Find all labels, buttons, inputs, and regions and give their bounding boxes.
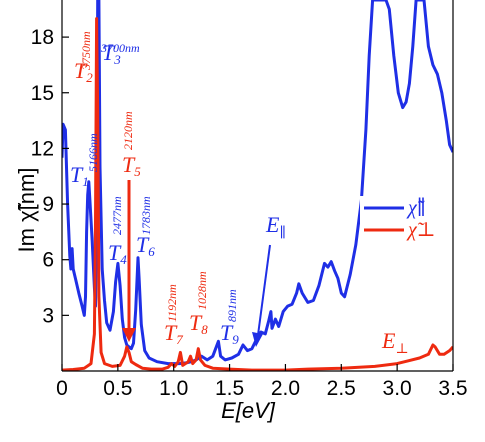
x-tick-label-2: 1.0 bbox=[159, 377, 188, 400]
x-tick-label-5: 2.5 bbox=[327, 377, 356, 400]
t6-label: 1783nm T6 bbox=[136, 196, 155, 259]
svg-text:E⊥: E⊥ bbox=[381, 328, 409, 357]
ticks-layer: 0 0.5 1.0 1.5 2.0 2.5 3.0 3.5 3 6 9 12 15 18 bbox=[31, 26, 468, 400]
y-tick-label-0: 3 bbox=[42, 304, 54, 327]
svg-text:T9: T9 bbox=[220, 320, 239, 347]
transition-labels: T1 5166nm T2 3750nm 3700nm T3 2477nm T4 … bbox=[70, 31, 409, 357]
e-perp-label: E⊥ bbox=[381, 328, 409, 357]
y-tick-label-3: 12 bbox=[31, 137, 54, 160]
t5-arrowhead bbox=[122, 328, 136, 342]
svg-text:3700nm: 3700nm bbox=[100, 41, 140, 55]
t3-label: 3700nm T3 bbox=[100, 40, 140, 67]
x-tick-label-7: 3.5 bbox=[438, 377, 467, 400]
x-tick-label-1: 0.5 bbox=[103, 377, 132, 400]
e-parallel-arrow bbox=[257, 244, 271, 336]
svg-text:T1: T1 bbox=[70, 162, 89, 189]
t2-label: T2 3750nm bbox=[74, 31, 93, 85]
legend-background bbox=[360, 196, 450, 246]
x-tick-label-4: 2.0 bbox=[271, 377, 300, 400]
legend-label-parallel: χ̃∥ bbox=[406, 197, 426, 219]
svg-text:T8: T8 bbox=[189, 310, 208, 337]
svg-text:2120nm: 2120nm bbox=[121, 111, 135, 150]
svg-text:2477nm: 2477nm bbox=[110, 196, 124, 235]
svg-text:3750nm: 3750nm bbox=[79, 31, 93, 71]
t8-label: 1028nm T8 bbox=[189, 271, 209, 337]
series-layer bbox=[62, 0, 453, 371]
svg-text:1783nm: 1783nm bbox=[139, 196, 153, 235]
x-tick-label-3: 1.5 bbox=[215, 377, 244, 400]
svg-text:5166nm: 5166nm bbox=[86, 133, 100, 172]
svg-text:T7: T7 bbox=[164, 320, 183, 347]
series-line-1 bbox=[62, 17, 453, 371]
y-axis-title: Im χ̃[nm] bbox=[14, 168, 39, 253]
svg-text:891nm: 891nm bbox=[225, 289, 239, 322]
legend: χ̃∥ χ̃⊥ bbox=[360, 196, 450, 246]
e-parallel-label: E∥ bbox=[265, 212, 286, 241]
axes bbox=[61, 0, 454, 372]
svg-text:T6: T6 bbox=[136, 232, 155, 259]
y-tick-label-2: 9 bbox=[42, 193, 54, 216]
svg-text:T4: T4 bbox=[108, 240, 127, 267]
svg-text:T5: T5 bbox=[122, 152, 141, 179]
x-tick-label-0: 0 bbox=[56, 377, 68, 400]
svg-text:1192nm: 1192nm bbox=[165, 284, 179, 322]
svg-text:1028nm: 1028nm bbox=[195, 271, 209, 310]
legend-label-perp: χ̃⊥ bbox=[406, 219, 436, 241]
y-tick-label-5: 18 bbox=[31, 26, 54, 49]
t1-label: T1 5166nm bbox=[70, 133, 100, 189]
e-parallel-arrowhead bbox=[252, 332, 263, 347]
y-tick-label-4: 15 bbox=[31, 82, 54, 105]
arrows bbox=[122, 180, 271, 347]
t5-label: 2120nm T5 bbox=[121, 111, 141, 179]
x-axis-title: E[eV] bbox=[221, 398, 276, 423]
svg-text:T2: T2 bbox=[74, 58, 93, 85]
svg-text:E∥: E∥ bbox=[265, 212, 286, 241]
t9-label: 891nm T9 bbox=[220, 289, 239, 347]
svg-text:T3: T3 bbox=[102, 40, 121, 67]
t7-label: 1192nm T7 bbox=[164, 284, 183, 347]
x-tick-label-6: 3.0 bbox=[383, 377, 412, 400]
t4-label: 2477nm T4 bbox=[108, 196, 127, 267]
y-tick-label-1: 6 bbox=[42, 249, 54, 272]
